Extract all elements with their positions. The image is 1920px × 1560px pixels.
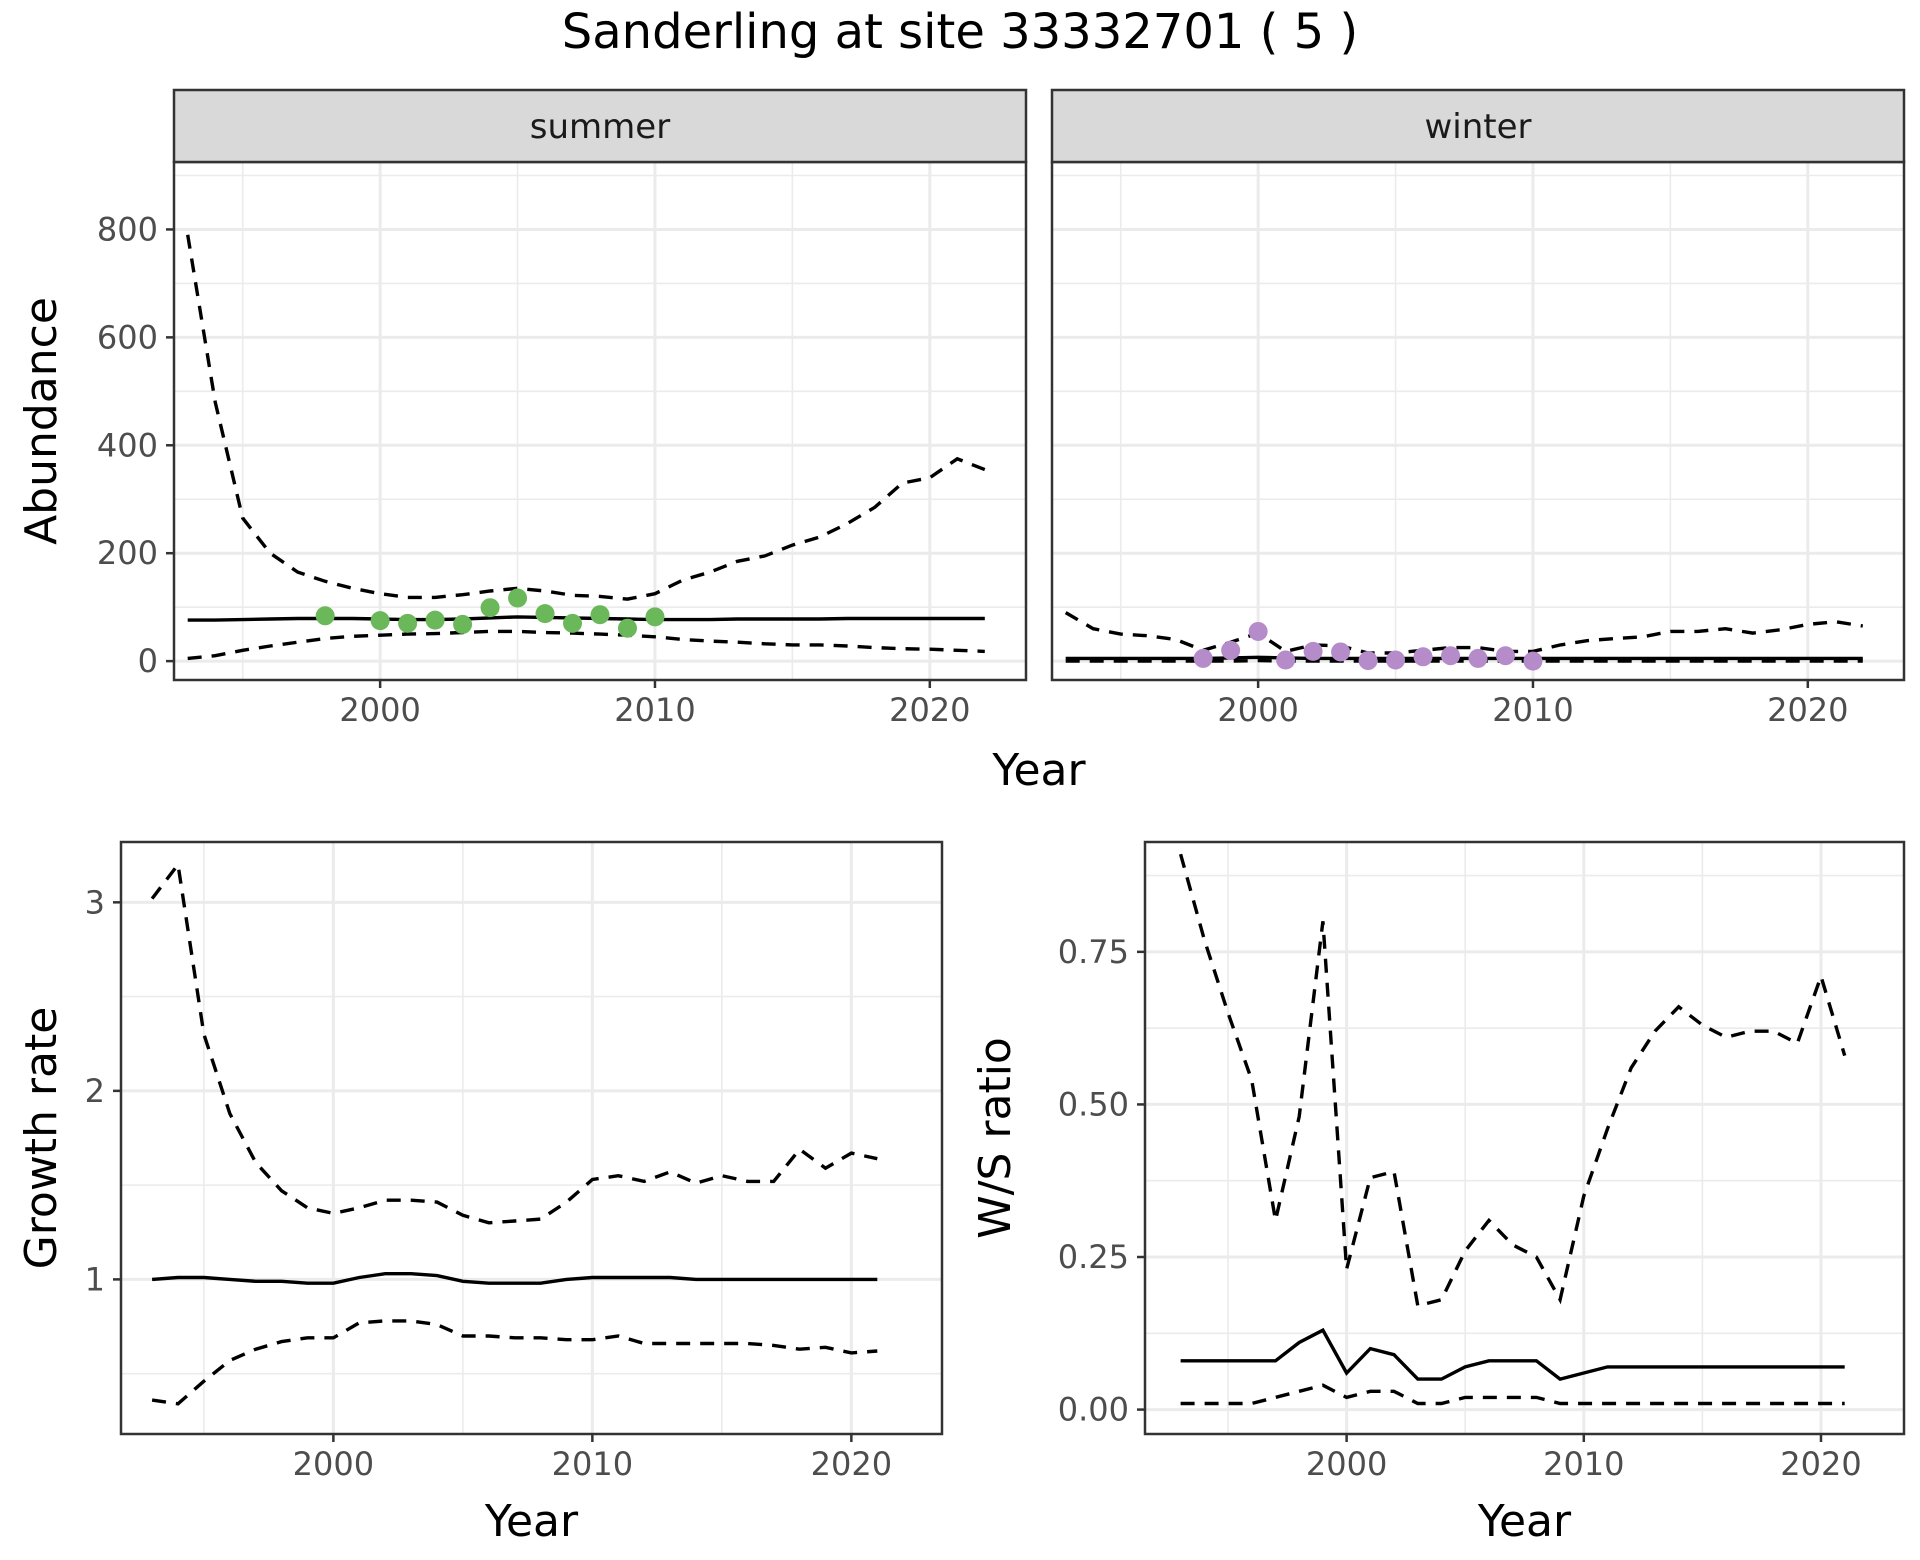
abundance-summer-observed-point — [645, 607, 665, 627]
growth-x-tick-label: 2000 — [293, 1445, 374, 1483]
abundance-summer-observed-point — [563, 613, 583, 633]
abundance-summer-strip — [172, 88, 1028, 164]
abundance-summer-observed-point — [453, 614, 473, 634]
growth-y-tick-label: 1 — [85, 1260, 105, 1298]
abundance-summer-strip-label: summer — [530, 107, 670, 147]
abundance-summer-observed-point — [370, 611, 390, 631]
abundance-winter-observed-point — [1358, 651, 1378, 671]
abundance-summer-estimate-line — [187, 615, 985, 622]
growth-plot-background — [121, 842, 942, 1434]
ws-estimate-line — [1180, 1327, 1845, 1381]
abundance-winter-panel: winter 2000 2010 2020 — [1050, 88, 1906, 729]
abundance-winter-x-tick-label: 2000 — [1217, 691, 1298, 729]
abundance-winter-strip-label: winter — [1424, 107, 1531, 147]
abundance-winter-observed-point — [1413, 647, 1433, 667]
abundance-winter-strip — [1050, 88, 1906, 164]
ws-ratio-chart: 2000 2010 2020 0.00 0.25 0.50 0.75 Year W/S rati… — [970, 840, 1906, 1547]
abundance-chart: summer 2000 2010 2020 0 200 400 600 800 winter 200… — [16, 88, 1906, 796]
abundance-y-tick-label: 400 — [97, 426, 158, 464]
abundance-summer-observed-point — [398, 613, 418, 633]
growth-estimate-line — [151, 1272, 878, 1285]
ws-x-tick-label: 2010 — [1543, 1445, 1624, 1483]
abundance-y-tick-label: 800 — [97, 210, 158, 248]
ws-upper-ci-line — [1178, 853, 1847, 1308]
abundance-winter-observed-point — [1193, 648, 1213, 668]
abundance-winter-x-tick-label: 2020 — [1767, 691, 1848, 729]
abundance-summer-x-tick-label: 2000 — [339, 691, 420, 729]
abundance-y-tick-label: 600 — [97, 318, 158, 356]
abundance-winter-observed-point — [1276, 650, 1296, 670]
abundance-summer-observed-point — [425, 610, 445, 630]
abundance-winter-observed-point — [1331, 642, 1351, 662]
abundance-winter-observed-point — [1221, 640, 1241, 660]
abundance-summer-x-tick-label: 2010 — [614, 691, 695, 729]
abundance-winter-observed-point — [1386, 650, 1406, 670]
growth-y-tick-label: 3 — [85, 883, 105, 921]
growth-x-tick-label: 2020 — [811, 1445, 892, 1483]
abundance-winter-observed-point — [1248, 621, 1268, 641]
ws-plot-background — [1145, 842, 1904, 1434]
ws-x-tick-label: 2020 — [1780, 1445, 1861, 1483]
abundance-winter-observed-point — [1523, 651, 1543, 671]
ws-x-tick-label: 2000 — [1306, 1445, 1387, 1483]
abundance-winter-upper-ci-line — [1064, 611, 1864, 655]
ws-lower-ci-line — [1180, 1383, 1845, 1406]
abundance-y-axis-title: Abundance — [16, 297, 67, 545]
abundance-summer-observed-point — [315, 606, 335, 626]
ws-y-tick-label: 0.25 — [1058, 1238, 1129, 1276]
ws-x-axis-title: Year — [1477, 1496, 1572, 1547]
abundance-summer-x-tick-label: 2020 — [889, 691, 970, 729]
abundance-x-axis-title: Year — [991, 745, 1086, 796]
abundance-winter-estimate-line — [1065, 655, 1863, 661]
main-title: Sanderling at site 33332701 ( 5 ) — [562, 4, 1358, 60]
abundance-y-tick-label: 0 — [138, 642, 158, 680]
growth-y-axis-title: Growth rate — [16, 1007, 67, 1270]
abundance-summer-observed-point — [508, 588, 528, 608]
ws-y-tick-label: 0.00 — [1058, 1391, 1129, 1429]
abundance-summer-observed-point — [617, 618, 637, 638]
growth-y-tick-label: 2 — [85, 1072, 105, 1110]
abundance-summer-observed-point — [480, 598, 500, 618]
abundance-summer-upper-ci-line — [186, 234, 986, 601]
abundance-winter-observed-point — [1468, 648, 1488, 668]
abundance-summer-observed-point — [535, 604, 555, 624]
abundance-summer-plot-background — [174, 162, 1026, 680]
growth-lower-ci-line — [151, 1319, 878, 1406]
ws-y-tick-label: 0.50 — [1058, 1085, 1129, 1123]
abundance-summer-observed-point — [590, 605, 610, 625]
growth-x-tick-label: 2010 — [552, 1445, 633, 1483]
growth-panel-border — [119, 840, 944, 1436]
abundance-winter-observed-point — [1303, 641, 1323, 661]
ws-y-axis-title: W/S ratio — [970, 1037, 1021, 1239]
growth-x-axis-title: Year — [484, 1496, 579, 1547]
abundance-winter-plot-background — [1052, 162, 1904, 680]
abundance-winter-observed-point — [1495, 646, 1515, 666]
ws-panel-border — [1143, 840, 1906, 1436]
abundance-summer-panel: summer 2000 2010 2020 0 200 400 600 800 — [97, 88, 1028, 729]
abundance-y-tick-label: 200 — [97, 534, 158, 572]
growth-rate-chart: 2000 2010 2020 1 2 3 Year Growth rate — [16, 840, 944, 1547]
ws-y-tick-label: 0.75 — [1058, 933, 1129, 971]
abundance-winter-observed-point — [1441, 646, 1461, 666]
growth-upper-ci-line — [150, 860, 878, 1225]
abundance-winter-x-tick-label: 2010 — [1492, 691, 1573, 729]
